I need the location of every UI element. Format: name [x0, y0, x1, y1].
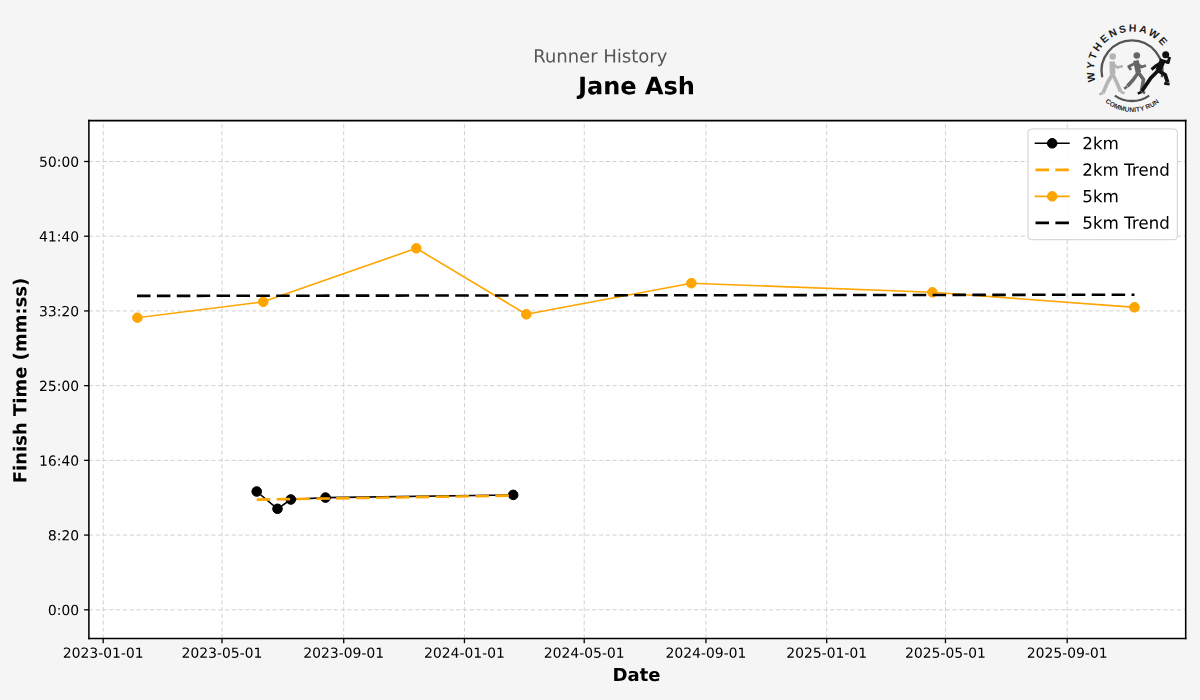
- svg-text:WYTHENSHAWE: WYTHENSHAWE: [1085, 22, 1171, 82]
- svg-text:COMMUNITY RUN: COMMUNITY RUN: [1104, 97, 1160, 113]
